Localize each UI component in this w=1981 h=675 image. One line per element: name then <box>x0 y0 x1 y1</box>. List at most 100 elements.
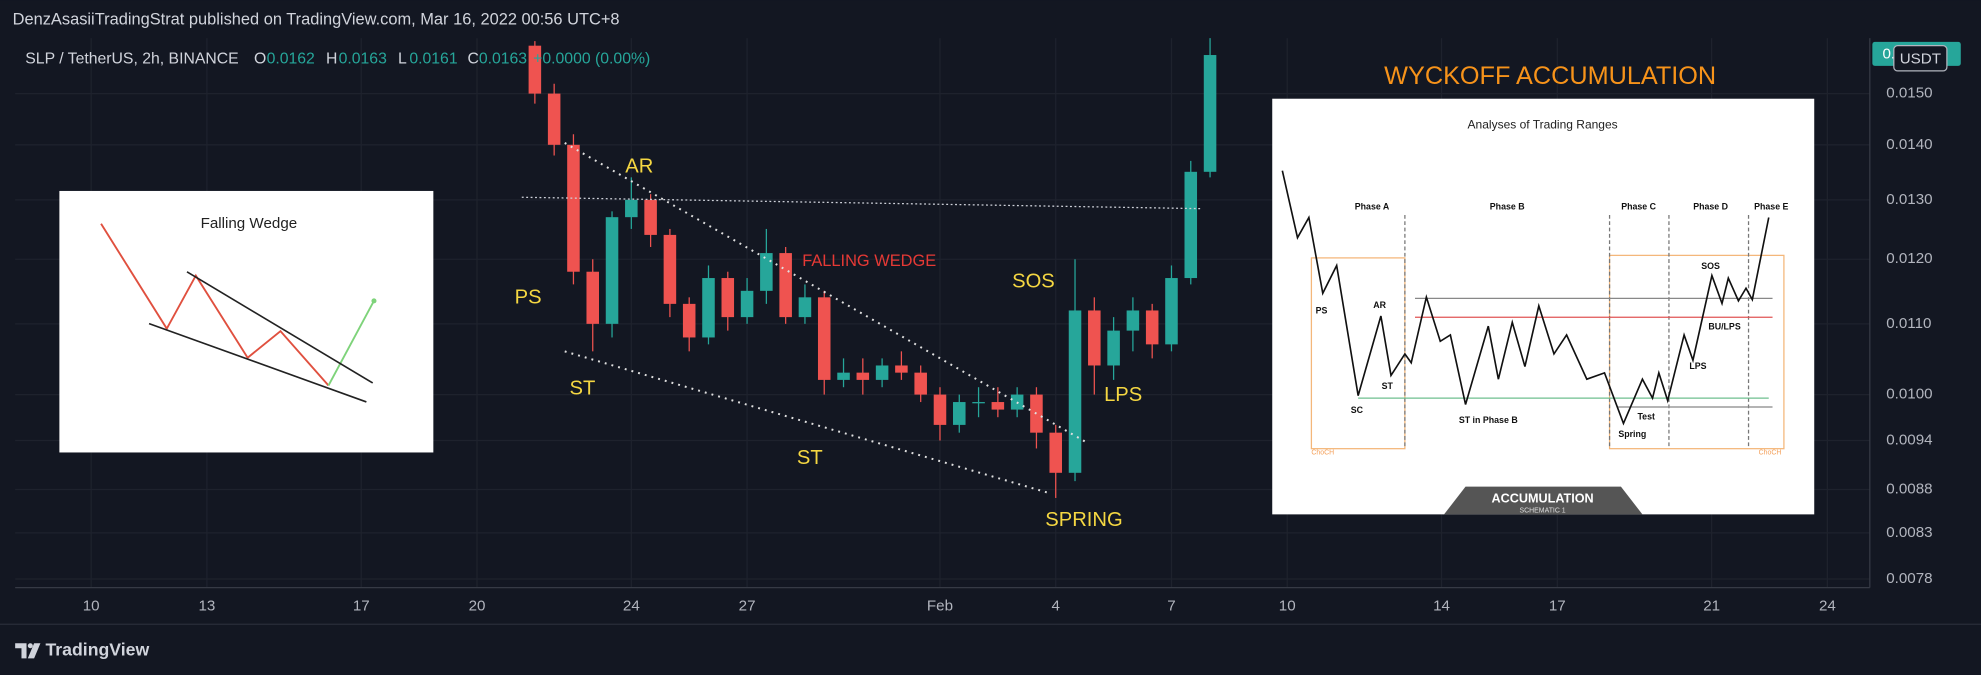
candle-body <box>914 372 927 395</box>
currency-button[interactable] <box>1893 45 1948 72</box>
phase-dividers <box>1404 214 1750 449</box>
x-tick-label: 17 <box>1549 598 1566 615</box>
wedge-line <box>148 322 367 403</box>
x-tick-label: 10 <box>83 598 100 615</box>
candle-body <box>895 365 908 373</box>
phase-label: Phase A <box>1355 202 1390 212</box>
banner-subtitle: SCHEMATIC 1 <box>1520 507 1566 514</box>
y-tick-label: 0.0100 <box>1886 386 1932 403</box>
annotation: FALLING WEDGE <box>802 252 936 270</box>
candle-body <box>933 394 947 425</box>
legend-value: 0.0163 <box>339 51 387 68</box>
candle-body <box>798 297 812 318</box>
x-tick-label: 14 <box>1433 598 1450 615</box>
phase-label: Phase D <box>1693 202 1728 212</box>
schematic-label: ST in Phase B <box>1459 415 1518 425</box>
legend-value: 0.0163 <box>479 51 527 68</box>
legend-value: +0.0000 (0.00%) <box>533 51 650 68</box>
schematic-price <box>1281 170 1770 426</box>
x-tick-label: 4 <box>1052 598 1060 615</box>
candle-body <box>1145 310 1159 345</box>
logo-icon <box>15 643 41 659</box>
schematic-label: AR <box>1373 300 1386 310</box>
wyckoff-heading: WYCKOFF ACCUMULATION <box>1384 62 1716 90</box>
candle-body <box>528 45 542 94</box>
schematic-label: Spring <box>1618 429 1646 439</box>
legend-value: 0.0161 <box>409 51 457 68</box>
candle-body <box>972 402 985 404</box>
candle-body <box>1088 310 1101 366</box>
candle-body <box>991 402 1005 410</box>
annotation: LPS <box>1104 384 1142 406</box>
schematic-label: SOS <box>1701 261 1720 271</box>
candle-body <box>1165 278 1178 345</box>
candle-body <box>953 402 966 425</box>
x-tick-label: 17 <box>353 598 370 615</box>
legend-label: L <box>398 51 407 68</box>
candle-body <box>875 365 889 380</box>
candle-body <box>721 278 735 318</box>
x-tick-label: 7 <box>1167 598 1175 615</box>
candle-body <box>1203 55 1217 172</box>
candle-body <box>1126 310 1140 331</box>
candle-body <box>856 372 870 380</box>
choch-label: ChoCH <box>1759 449 1782 456</box>
candle-body <box>1049 432 1063 473</box>
candle-body <box>760 253 773 291</box>
inset-title: Falling Wedge <box>201 215 298 232</box>
annotation: ST <box>797 447 823 469</box>
y-tick-label: 0.0088 <box>1886 480 1932 497</box>
candle-body <box>605 217 619 324</box>
phase-label: Phase B <box>1490 202 1525 212</box>
schematic-label: PS <box>1316 305 1328 315</box>
choch-label: ChoCH <box>1311 449 1334 456</box>
breakout <box>327 300 375 386</box>
phase-label: Phase E <box>1754 202 1788 212</box>
breakout-tip <box>371 298 377 304</box>
candle-body <box>1068 310 1082 473</box>
y-tick-label: 0.0150 <box>1886 85 1932 102</box>
schematic-label: BU/LPS <box>1708 322 1740 332</box>
y-tick-label: 0.0083 <box>1886 524 1932 541</box>
y-tick-label: 0.0078 <box>1886 570 1932 587</box>
candle-body <box>682 303 696 338</box>
logo-dot <box>27 643 33 649</box>
candle-body <box>586 271 600 324</box>
wedge-lower <box>564 350 1049 494</box>
schematic-label: LPS <box>1689 361 1706 371</box>
inset-background <box>1272 98 1815 515</box>
candle-body <box>644 199 657 235</box>
x-tick-label: 10 <box>1279 598 1296 615</box>
falling-wedge-inset: Falling Wedge <box>59 190 434 453</box>
x-tick-label: 27 <box>739 598 756 615</box>
annotation: AR <box>625 155 653 177</box>
currency[interactable]: USDT <box>1900 51 1941 68</box>
candle-body <box>817 297 831 380</box>
candle-body <box>547 93 561 145</box>
x-tick-label: 24 <box>1819 598 1836 615</box>
schematic-label: ST <box>1382 381 1394 391</box>
candles <box>528 38 1217 498</box>
legend-label: C <box>467 51 478 68</box>
candle-body <box>567 144 580 272</box>
x-tick-label: 24 <box>623 598 640 615</box>
inset-title: Analyses of Trading Ranges <box>1468 117 1618 131</box>
logo[interactable]: TradingView <box>15 639 150 659</box>
annotation: ST <box>570 378 596 400</box>
candle-body <box>702 278 715 338</box>
inset-background <box>59 190 434 453</box>
schematic-label: SC <box>1351 405 1364 415</box>
candle-body <box>740 290 754 318</box>
wedge-price <box>100 223 330 387</box>
y-tick-label: 0.0120 <box>1886 250 1932 267</box>
x-tick-label: 20 <box>469 598 486 615</box>
brand: TradingView <box>45 639 149 659</box>
candle-body <box>663 234 677 304</box>
publisher: DenzAsasiiTradingStrat published on Trad… <box>13 11 620 29</box>
candle-body <box>625 199 638 218</box>
banner-title: ACCUMULATION <box>1492 492 1594 506</box>
x-tick-label: Feb <box>927 598 953 615</box>
candle-body <box>779 253 792 318</box>
phase-box <box>1608 254 1785 450</box>
annotation: SPRING <box>1045 509 1122 531</box>
